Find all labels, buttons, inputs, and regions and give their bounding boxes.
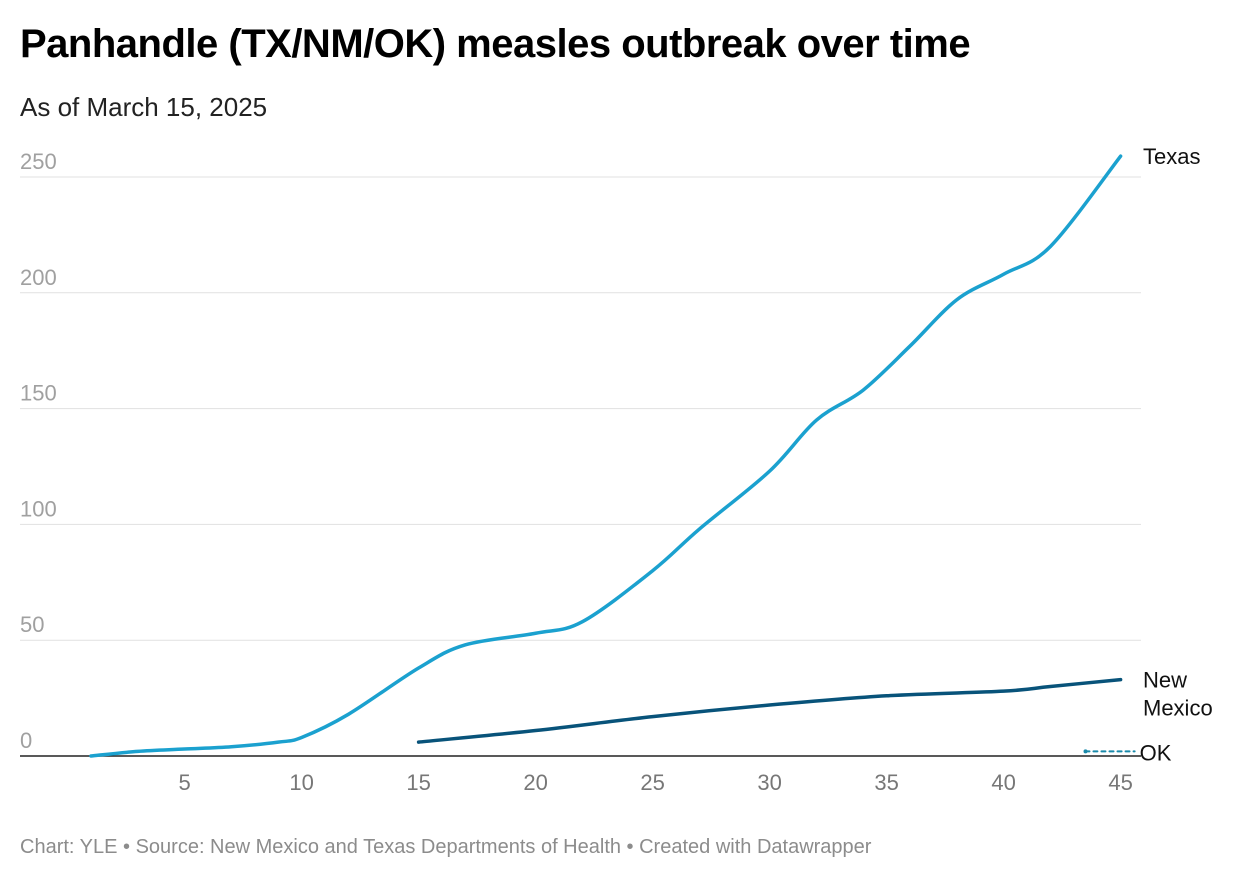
chart-title: Panhandle (TX/NM/OK) measles outbreak ov…	[20, 22, 971, 66]
x-tick-label: 30	[757, 770, 781, 795]
series-label-texas: Texas	[1143, 144, 1200, 169]
x-tick-label: 15	[406, 770, 430, 795]
y-tick-label: 250	[20, 149, 57, 174]
series-label-new-mexico: Mexico	[1143, 696, 1213, 721]
x-tick-label: 10	[289, 770, 313, 795]
y-tick-label: 150	[20, 381, 57, 406]
x-tick-label: 40	[991, 770, 1015, 795]
x-tick-label: 20	[523, 770, 547, 795]
chart-footer: Chart: YLE • Source: New Mexico and Texa…	[20, 836, 872, 858]
x-tick-label: 45	[1108, 770, 1132, 795]
series-line-new-mexico	[416, 677, 1123, 744]
series-label-ok: OK	[1140, 740, 1172, 765]
y-tick-label: 200	[20, 265, 57, 290]
y-tick-label: 0	[20, 728, 32, 753]
x-tick-label: 35	[874, 770, 898, 795]
x-tick-label: 5	[178, 770, 190, 795]
y-tick-label: 100	[20, 496, 57, 521]
chart-subtitle: As of March 15, 2025	[20, 92, 268, 122]
x-tick-label: 25	[640, 770, 664, 795]
y-tick-label: 50	[20, 612, 44, 637]
series-label-new-mexico: New	[1143, 668, 1187, 693]
series-start-dot-ok	[1083, 749, 1088, 754]
series-line-texas	[89, 154, 1123, 758]
